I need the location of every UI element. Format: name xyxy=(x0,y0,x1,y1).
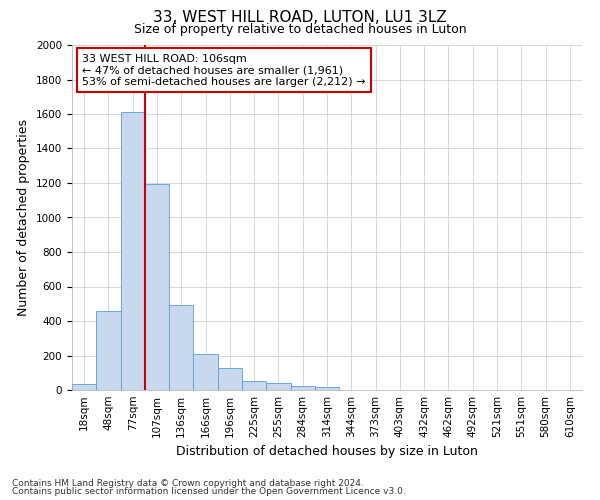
Bar xyxy=(121,112,145,390)
Bar xyxy=(72,384,96,390)
Bar xyxy=(218,368,242,390)
Bar xyxy=(169,306,193,390)
Bar xyxy=(315,388,339,390)
X-axis label: Distribution of detached houses by size in Luton: Distribution of detached houses by size … xyxy=(176,446,478,458)
Text: Contains HM Land Registry data © Crown copyright and database right 2024.: Contains HM Land Registry data © Crown c… xyxy=(12,478,364,488)
Text: 33, WEST HILL ROAD, LUTON, LU1 3LZ: 33, WEST HILL ROAD, LUTON, LU1 3LZ xyxy=(153,10,447,25)
Bar xyxy=(145,184,169,390)
Text: Size of property relative to detached houses in Luton: Size of property relative to detached ho… xyxy=(134,22,466,36)
Bar xyxy=(96,310,121,390)
Text: Contains public sector information licensed under the Open Government Licence v3: Contains public sector information licen… xyxy=(12,487,406,496)
Text: 33 WEST HILL ROAD: 106sqm
← 47% of detached houses are smaller (1,961)
53% of se: 33 WEST HILL ROAD: 106sqm ← 47% of detac… xyxy=(82,54,366,87)
Bar xyxy=(266,383,290,390)
Bar xyxy=(193,354,218,390)
Y-axis label: Number of detached properties: Number of detached properties xyxy=(17,119,31,316)
Bar xyxy=(290,386,315,390)
Bar xyxy=(242,382,266,390)
